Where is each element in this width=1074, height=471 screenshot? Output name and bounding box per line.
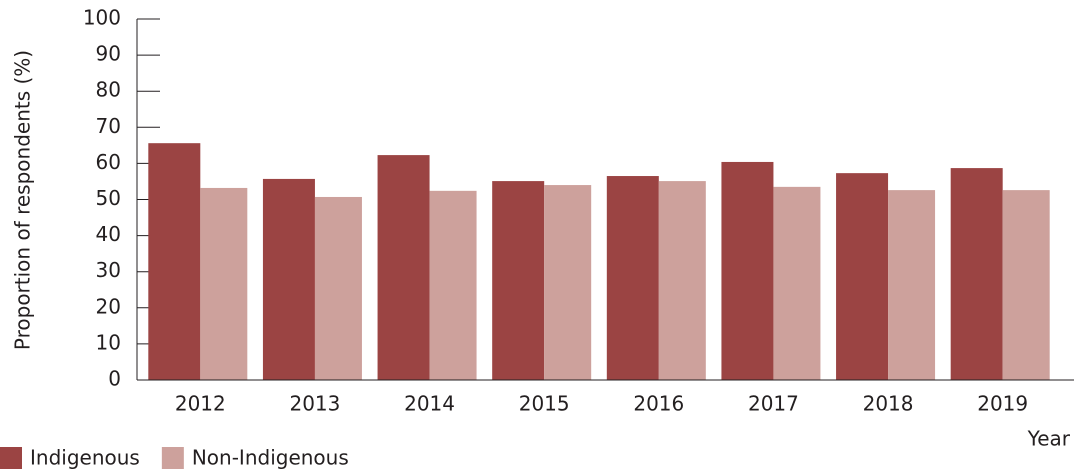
legend-label: Indigenous: [30, 446, 140, 470]
bar: [773, 186, 821, 380]
y-tick-label: 40: [96, 222, 121, 246]
x-tick-label: 2015: [519, 392, 570, 416]
bar: [721, 161, 774, 380]
bar: [606, 176, 659, 380]
y-tick-label: 30: [96, 258, 121, 282]
x-tick-label: 2013: [289, 392, 340, 416]
y-tick-label: 60: [96, 150, 121, 174]
y-tick-label: 0: [108, 367, 121, 391]
bar: [888, 190, 936, 380]
bar: [544, 185, 592, 380]
x-tick-label: 2012: [175, 392, 226, 416]
y-tick-label: 70: [96, 114, 121, 138]
y-tick-label: 100: [83, 6, 121, 30]
bar: [836, 173, 889, 380]
x-tick-label: 2019: [977, 392, 1028, 416]
x-tick-label: 2014: [404, 392, 455, 416]
bar: [200, 187, 248, 380]
x-tick-label: 2016: [633, 392, 684, 416]
y-tick-label: 90: [96, 42, 121, 66]
bar: [429, 190, 477, 380]
bar: [314, 196, 362, 380]
bar: [148, 143, 201, 380]
bar: [658, 181, 706, 380]
y-tick-label: 10: [96, 330, 121, 354]
legend-swatch: [0, 447, 22, 469]
bar: [1002, 190, 1050, 380]
y-axis-label: Proportion of respondents (%): [11, 50, 35, 350]
y-tick-label: 20: [96, 294, 121, 318]
bar: [262, 178, 315, 380]
bar: [377, 155, 430, 380]
x-tick-label: 2018: [863, 392, 914, 416]
y-tick-label: 80: [96, 78, 121, 102]
legend-label: Non-Indigenous: [192, 446, 349, 470]
bar: [492, 181, 545, 380]
y-tick-label: 50: [96, 186, 121, 210]
bar: [950, 168, 1003, 380]
legend-swatch: [161, 447, 184, 469]
x-axis-label: Year: [1027, 427, 1071, 451]
x-tick-label: 2017: [748, 392, 799, 416]
